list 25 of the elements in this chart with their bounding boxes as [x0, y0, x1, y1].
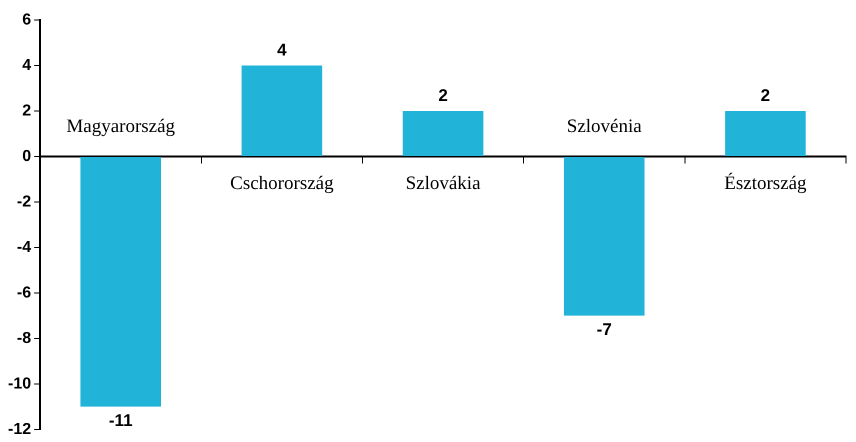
x-tick-label: Szlovénia	[566, 116, 642, 137]
x-tick-label: Magyarország	[66, 116, 176, 137]
y-tick-label: -6	[16, 284, 32, 302]
y-tick-label: 4	[22, 56, 32, 74]
y-tick-label: 2	[22, 102, 32, 120]
data-label: 2	[438, 86, 448, 106]
bar	[242, 65, 322, 156]
bar	[725, 110, 806, 156]
x-tick-label: Észtország	[724, 172, 808, 194]
x-tick-label: Szlovákia	[406, 172, 482, 194]
y-tick-label: 0	[22, 148, 32, 165]
y-tick-label: -10	[8, 375, 32, 392]
y-tick-label: -4	[16, 238, 32, 256]
data-label: 2	[760, 86, 770, 106]
bar	[564, 156, 645, 316]
bar	[80, 156, 162, 407]
bar	[402, 110, 484, 156]
y-tick-label: -2	[16, 193, 32, 210]
x-tick-label: Cschorország	[230, 172, 334, 194]
data-label: -11	[108, 410, 133, 430]
data-label: 4	[277, 40, 288, 60]
y-tick-label: 6	[22, 11, 32, 28]
y-tick-label: -12	[8, 420, 32, 438]
data-label: -7	[596, 320, 612, 339]
y-tick-label: -8	[16, 330, 32, 347]
